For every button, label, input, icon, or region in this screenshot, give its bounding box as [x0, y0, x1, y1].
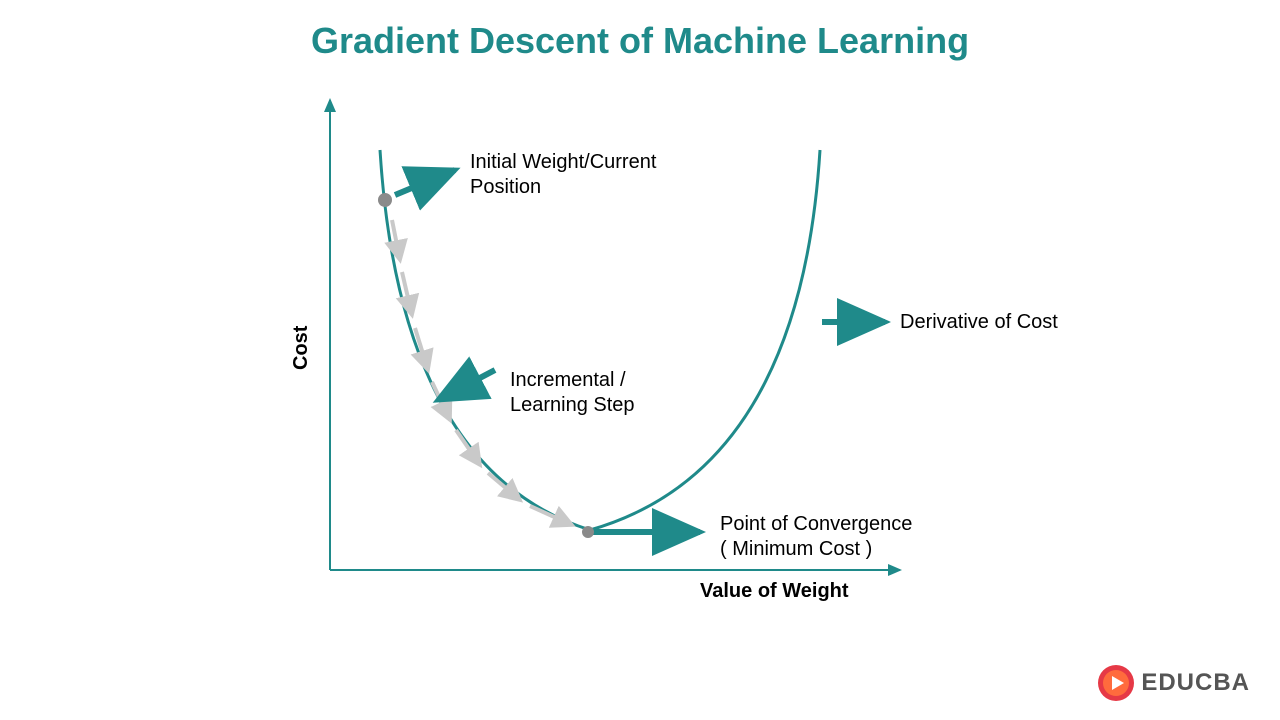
- x-axis-label: Value of Weight: [700, 580, 849, 603]
- arrow-initial-weight: [395, 170, 455, 195]
- logo-text: EDUCBA: [1141, 669, 1250, 697]
- educba-logo: EDUCBA: [1097, 664, 1250, 702]
- step-arrow: [488, 473, 520, 500]
- label-learning-step: Incremental / Learning Step: [510, 368, 635, 418]
- label-min-point: Point of Convergence ( Minimum Cost ): [720, 512, 912, 562]
- label-line: Initial Weight/Current: [470, 151, 656, 173]
- minimum-cost-point: [582, 526, 594, 538]
- label-line: Position: [470, 176, 541, 198]
- cost-curve: [380, 150, 820, 530]
- label-line: ( Minimum Cost ): [720, 538, 872, 560]
- step-arrow: [530, 506, 572, 525]
- step-arrow: [456, 430, 480, 465]
- page-title: Gradient Descent of Machine Learning: [0, 20, 1280, 62]
- label-initial-weight: Initial Weight/Current Position: [470, 150, 656, 200]
- label-line: Learning Step: [510, 394, 635, 416]
- label-line: Point of Convergence: [720, 513, 912, 535]
- label-line: Incremental /: [510, 369, 626, 391]
- logo-icon: [1097, 664, 1135, 702]
- label-derivative: Derivative of Cost: [900, 310, 1058, 335]
- y-axis-label: Cost: [290, 326, 313, 370]
- initial-weight-point: [378, 193, 392, 207]
- arrow-learning-step: [438, 370, 495, 400]
